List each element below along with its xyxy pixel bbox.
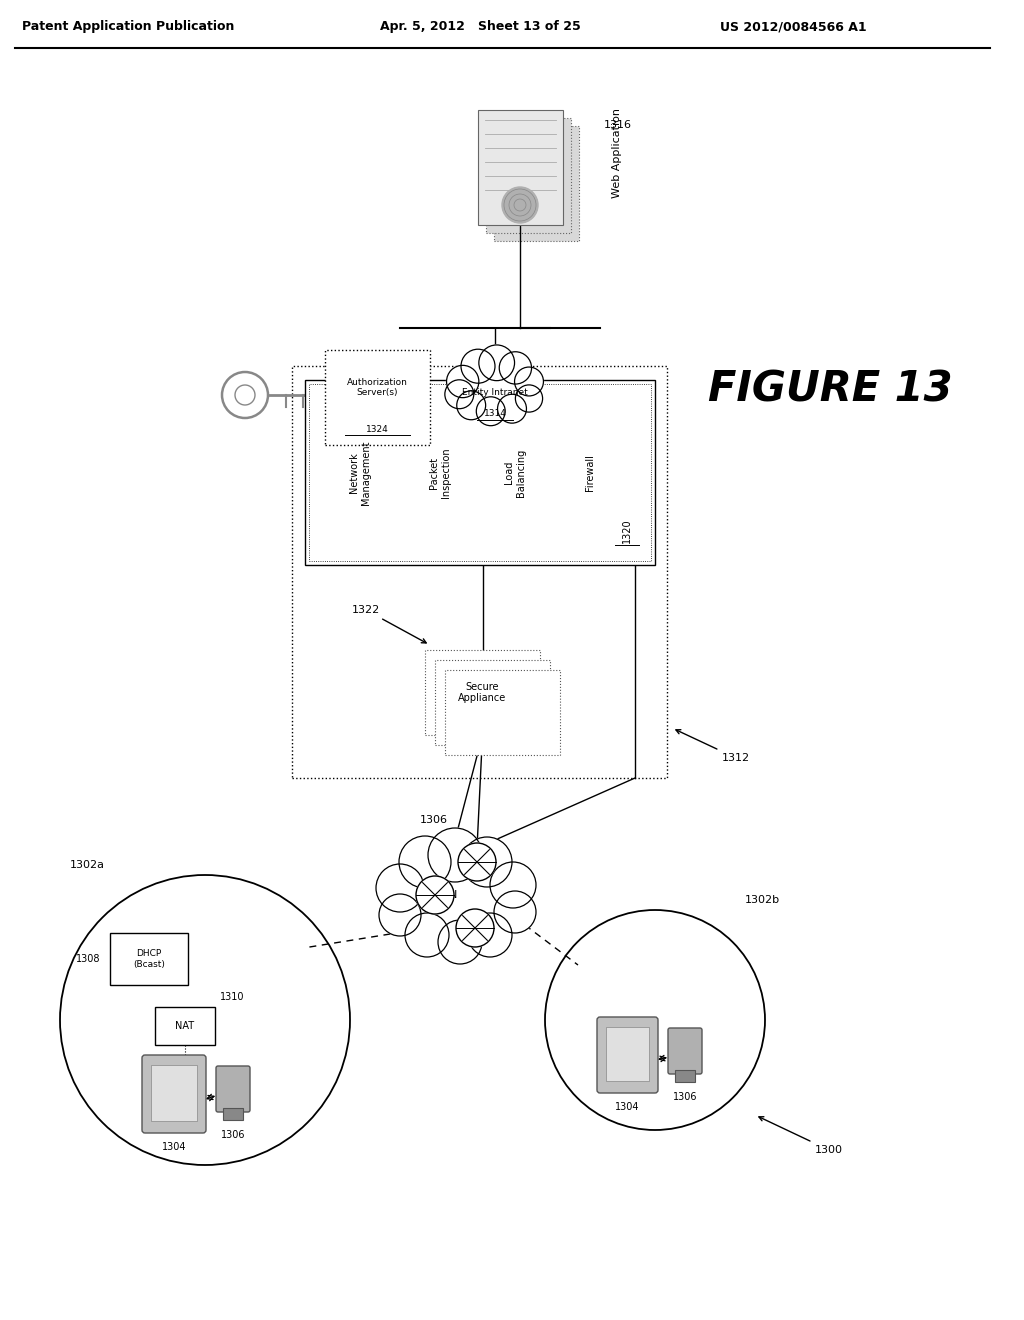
Text: Secure
Appliance: Secure Appliance (459, 681, 507, 704)
Text: 1308: 1308 (76, 954, 100, 964)
Circle shape (502, 187, 538, 223)
Circle shape (456, 909, 494, 946)
FancyBboxPatch shape (445, 671, 560, 755)
Text: 1304: 1304 (615, 1102, 640, 1111)
FancyBboxPatch shape (675, 1071, 695, 1082)
FancyBboxPatch shape (494, 125, 579, 242)
Circle shape (514, 367, 544, 396)
Circle shape (376, 865, 424, 912)
FancyBboxPatch shape (305, 380, 655, 565)
Text: DHCP
(Bcast): DHCP (Bcast) (133, 949, 165, 969)
Text: WAN: WAN (432, 890, 458, 900)
FancyBboxPatch shape (485, 117, 570, 234)
FancyBboxPatch shape (325, 350, 430, 445)
FancyBboxPatch shape (151, 1065, 197, 1121)
Text: 1302b: 1302b (745, 895, 780, 906)
FancyBboxPatch shape (597, 1016, 658, 1093)
Text: FIGURE 13: FIGURE 13 (708, 370, 952, 411)
Text: 1302a: 1302a (70, 861, 105, 870)
Circle shape (498, 395, 526, 424)
Text: Network
Management: Network Management (349, 441, 371, 504)
Circle shape (515, 385, 543, 412)
Text: 1306: 1306 (420, 814, 449, 825)
Circle shape (446, 366, 479, 397)
Text: NAT: NAT (175, 1020, 195, 1031)
Circle shape (406, 850, 505, 950)
Text: Firewall: Firewall (585, 454, 595, 491)
Text: US 2012/0084566 A1: US 2012/0084566 A1 (720, 20, 866, 33)
Text: 1306: 1306 (673, 1092, 697, 1102)
Text: 1320: 1320 (622, 519, 632, 543)
Text: 1322: 1322 (352, 605, 426, 643)
Circle shape (428, 828, 482, 882)
Circle shape (444, 380, 474, 409)
Circle shape (379, 894, 421, 936)
Circle shape (500, 351, 531, 384)
Text: Packet
Inspection: Packet Inspection (429, 447, 451, 498)
Circle shape (406, 913, 449, 957)
Text: Patent Application Publication: Patent Application Publication (22, 20, 234, 33)
FancyBboxPatch shape (425, 649, 540, 735)
Text: Web Application: Web Application (612, 107, 623, 198)
Circle shape (463, 358, 527, 422)
Circle shape (458, 843, 496, 880)
FancyBboxPatch shape (668, 1028, 702, 1074)
Circle shape (461, 350, 495, 383)
Circle shape (468, 913, 512, 957)
FancyBboxPatch shape (606, 1027, 649, 1081)
Text: 1312: 1312 (676, 730, 751, 763)
Text: 1304: 1304 (162, 1142, 186, 1152)
FancyBboxPatch shape (216, 1067, 250, 1111)
FancyBboxPatch shape (142, 1055, 206, 1133)
Text: 1300: 1300 (759, 1117, 843, 1155)
Text: 1310: 1310 (220, 993, 245, 1002)
Circle shape (438, 920, 482, 964)
Text: 1316: 1316 (603, 120, 632, 129)
Circle shape (416, 876, 454, 913)
Text: Load
Balancing: Load Balancing (504, 449, 525, 496)
FancyBboxPatch shape (110, 933, 188, 985)
Circle shape (457, 391, 485, 420)
Circle shape (479, 345, 514, 380)
Text: Entity Intranet: Entity Intranet (462, 388, 528, 397)
Circle shape (476, 397, 505, 425)
FancyBboxPatch shape (435, 660, 550, 744)
FancyBboxPatch shape (155, 1007, 215, 1045)
Text: 1306: 1306 (221, 1130, 246, 1140)
Circle shape (490, 862, 536, 908)
Circle shape (399, 836, 451, 888)
Text: Apr. 5, 2012   Sheet 13 of 25: Apr. 5, 2012 Sheet 13 of 25 (380, 20, 581, 33)
Text: 1324: 1324 (367, 425, 389, 434)
FancyBboxPatch shape (477, 110, 562, 224)
Circle shape (462, 837, 512, 887)
Circle shape (494, 891, 536, 933)
Text: Authorization
Server(s): Authorization Server(s) (347, 378, 408, 397)
Text: 1314: 1314 (483, 408, 507, 417)
FancyBboxPatch shape (223, 1107, 243, 1119)
